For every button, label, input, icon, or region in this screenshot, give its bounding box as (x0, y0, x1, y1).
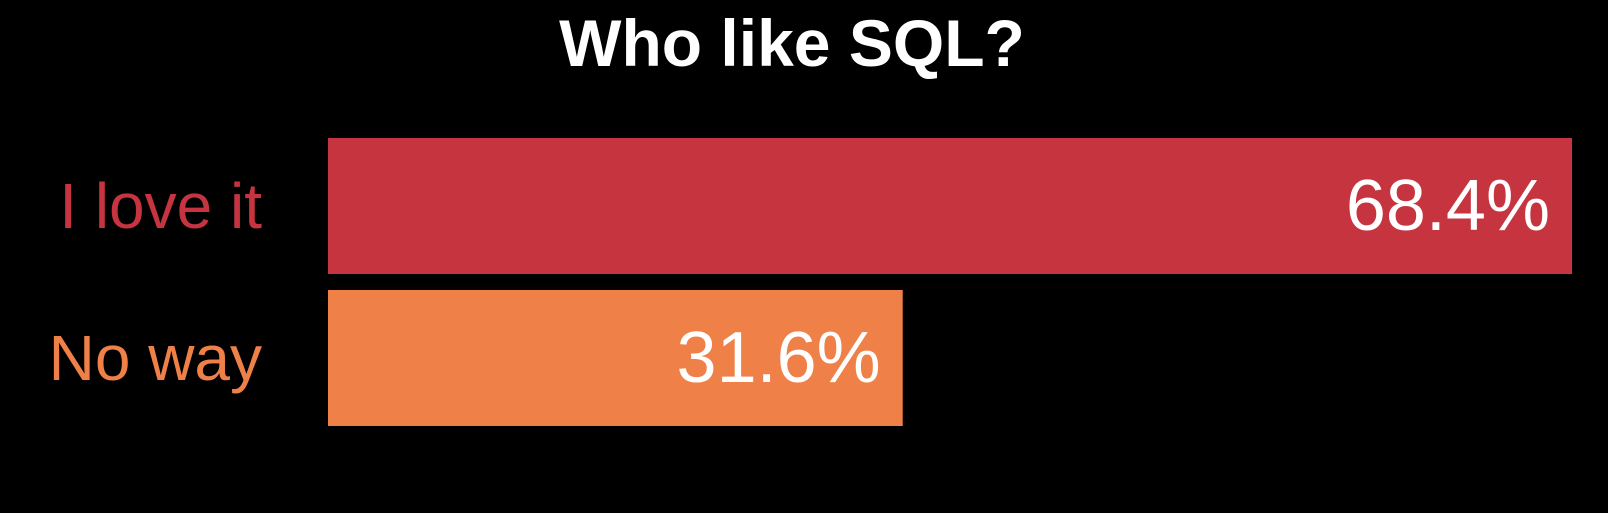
bars-group: I love it 68.4% No way 31.6% (49, 138, 1572, 426)
chart-title: Who like SQL? (559, 6, 1025, 80)
bar-no-way (328, 290, 903, 426)
value-label-i-love-it: 68.4% (1346, 166, 1550, 246)
bar-i-love-it (328, 138, 1572, 274)
category-label-no-way: No way (49, 322, 262, 394)
category-label-i-love-it: I love it (59, 170, 262, 242)
value-label-no-way: 31.6% (677, 318, 881, 398)
